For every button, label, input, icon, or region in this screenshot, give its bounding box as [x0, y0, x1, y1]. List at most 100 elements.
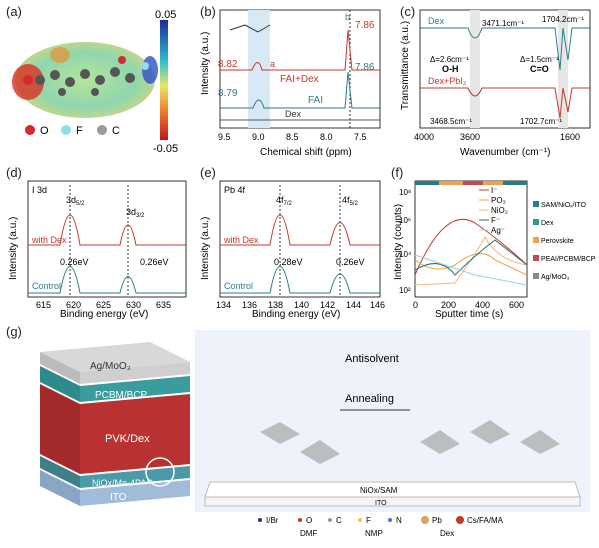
- svg-text:NiO₂: NiO₂: [491, 206, 508, 215]
- series-with-dex-i3d: [28, 214, 186, 246]
- f-ylabel: Intensity (counts): [393, 204, 404, 280]
- svg-text:Dex: Dex: [541, 220, 554, 227]
- antisolvent-label: Antisolvent: [345, 353, 399, 365]
- svg-text:F⁻: F⁻: [491, 216, 500, 225]
- svg-text:3600: 3600: [460, 132, 480, 142]
- svg-text:PEAI/PCBM/BCP: PEAI/PCBM/BCP: [541, 256, 596, 263]
- series-dex-pbi2-ir: [420, 87, 590, 119]
- substrate-ito: ITO: [375, 500, 387, 507]
- peak-top-b-letter: b: [345, 12, 350, 22]
- xps-pb4f-chart: Pb 4f Intensity (a.u.) Binding energy (e…: [200, 180, 385, 320]
- svg-text:F: F: [366, 516, 371, 525]
- legend-c-label: C: [112, 125, 120, 137]
- e-peak1: 4f7/2: [276, 195, 293, 207]
- nmr-chart: Intensity (a.u.) Chemical shift (ppm) 9.…: [200, 9, 381, 158]
- series-po3: [414, 253, 528, 276]
- svg-text:1600: 1600: [560, 132, 580, 142]
- svg-text:PO₃: PO₃: [491, 196, 506, 205]
- svg-text:Pb: Pb: [432, 516, 442, 525]
- c-delta-co: Δ=1.5cm⁻¹: [520, 55, 559, 64]
- peak-top-a: 8.82: [218, 59, 238, 70]
- panel-b: (b) Intensity (a.u.) Chemical shift (ppm…: [190, 0, 390, 160]
- xps-i3d-chart: I 3d Intensity (a.u.) Binding energy (eV…: [8, 180, 187, 320]
- svg-text:0: 0: [413, 300, 418, 310]
- peak-mid-a: 8.79: [218, 88, 238, 99]
- panel-f: (f) Intensity (counts) Sputter time (s) …: [385, 165, 599, 320]
- e-shift1: 0.28eV: [274, 257, 303, 267]
- series-fai-dex: [220, 29, 380, 71]
- svg-text:200: 200: [441, 300, 456, 310]
- label-with-dex-e: with Dex: [223, 235, 259, 245]
- panel-label-a: (a): [6, 4, 22, 19]
- schematic: Ag/MoO₃ PCBM/BCP PVK/Dex NiOx/Me-4PACz I…: [40, 330, 590, 538]
- panel-label-e: (e): [200, 165, 216, 180]
- svg-text:DMF: DMF: [300, 529, 317, 538]
- f-xticks: 0 200 400 600: [413, 300, 524, 310]
- panel-label-g: (g): [6, 324, 22, 339]
- e-xticks: 134 136 138 140 142 144 146: [216, 300, 385, 310]
- f-layer-legend: SAM/NiOₓ/ITO Dex Perovskite PEAI/PCBM/BC…: [533, 201, 596, 281]
- svg-text:400: 400: [475, 300, 490, 310]
- svg-text:142: 142: [320, 300, 335, 310]
- panel-a: (a) 0.05 -0.0: [0, 0, 190, 160]
- svg-text:615: 615: [36, 300, 51, 310]
- esp-molecule: 0.05 -0.05 O F C: [12, 9, 178, 155]
- fai-molecule-sketch: [229, 24, 271, 33]
- svg-text:7.5: 7.5: [354, 132, 367, 142]
- series-iodide: [414, 218, 528, 276]
- svg-text:N: N: [396, 516, 402, 525]
- g-legend: I/Br O C F N Pb Cs/FA/MA DMF NMP Dex: [258, 516, 504, 538]
- panel-g: (g) Ag/MoO₃ PCBM/BCP PVK/Dex NiOx/Me-4PA…: [0, 322, 599, 543]
- colorbar-min: -0.05: [153, 143, 178, 155]
- label-with-dex-d: with Dex: [31, 235, 67, 245]
- d-shift1: 0.26eV: [60, 257, 89, 267]
- series-fai: [220, 71, 380, 109]
- panel-label-f: (f): [391, 165, 404, 180]
- stack-pvk: PVK/Dex: [105, 433, 150, 445]
- substrate-nio: NiOx/SAM: [360, 486, 398, 495]
- svg-text:10⁴: 10⁴: [399, 250, 412, 259]
- c-co: C=O: [530, 64, 549, 74]
- colorbar: [160, 20, 168, 140]
- legend-o-label: O: [40, 125, 49, 137]
- svg-text:8.0: 8.0: [320, 132, 333, 142]
- svg-text:10²: 10²: [399, 286, 411, 295]
- svg-text:SAM/NiOₓ/ITO: SAM/NiOₓ/ITO: [541, 202, 587, 209]
- svg-text:Cs/FA/MA: Cs/FA/MA: [467, 516, 504, 525]
- c-ylabel: Transmittance (a.u.): [400, 21, 411, 110]
- panel-e: (e) Pb 4f Intensity (a.u.) Binding energ…: [190, 165, 385, 320]
- highlight-a: [248, 10, 270, 128]
- svg-text:134: 134: [216, 300, 231, 310]
- series-fluoride: [414, 239, 528, 276]
- atom-legend: O F C: [25, 125, 120, 137]
- label-fai-dex: FAI+Dex: [280, 74, 319, 85]
- d-xlabel: Binding energy (eV): [60, 309, 148, 320]
- svg-text:144: 144: [346, 300, 361, 310]
- panel-label-c: (c): [400, 4, 416, 19]
- label-dex-ir: Dex: [428, 16, 445, 26]
- f-series-legend: I⁻ PO₃ NiO₂ F⁻ Ag⁻: [479, 186, 508, 235]
- svg-text:10⁶: 10⁶: [399, 216, 411, 225]
- label-fai: FAI: [308, 95, 323, 106]
- label-control-d: Control: [32, 281, 61, 291]
- series-control-i3d: [28, 266, 186, 294]
- b-xlabel: Chemical shift (ppm): [260, 147, 352, 158]
- svg-text:635: 635: [156, 300, 171, 310]
- e-ylabel: Intensity (a.u.): [200, 217, 211, 280]
- ftir-chart: Transmittance (a.u.) Wavenumber (cm⁻¹) 4…: [400, 9, 591, 158]
- svg-text:Ag⁻: Ag⁻: [491, 226, 505, 235]
- series-nio2: [414, 235, 528, 286]
- c-xlabel: Wavenumber (cm⁻¹): [460, 147, 550, 158]
- svg-text:8.5: 8.5: [286, 132, 299, 142]
- d-peak2: 3d3/2: [126, 207, 145, 219]
- svg-text:140: 140: [294, 300, 309, 310]
- series-control-pb4f: [220, 266, 380, 294]
- panel-d: (d) I 3d Intensity (a.u.) Binding energy…: [0, 165, 190, 320]
- svg-text:I/Br: I/Br: [266, 516, 279, 525]
- annealing-label: Annealing: [345, 393, 394, 405]
- legend-c-dot: [97, 125, 107, 135]
- c-ann-top-left: 3471.1cm⁻¹: [482, 19, 524, 28]
- peak-top-b: 7.86: [355, 20, 375, 31]
- d-xticks: 615 620 625 630 635: [36, 300, 171, 310]
- svg-text:4000: 4000: [414, 132, 434, 142]
